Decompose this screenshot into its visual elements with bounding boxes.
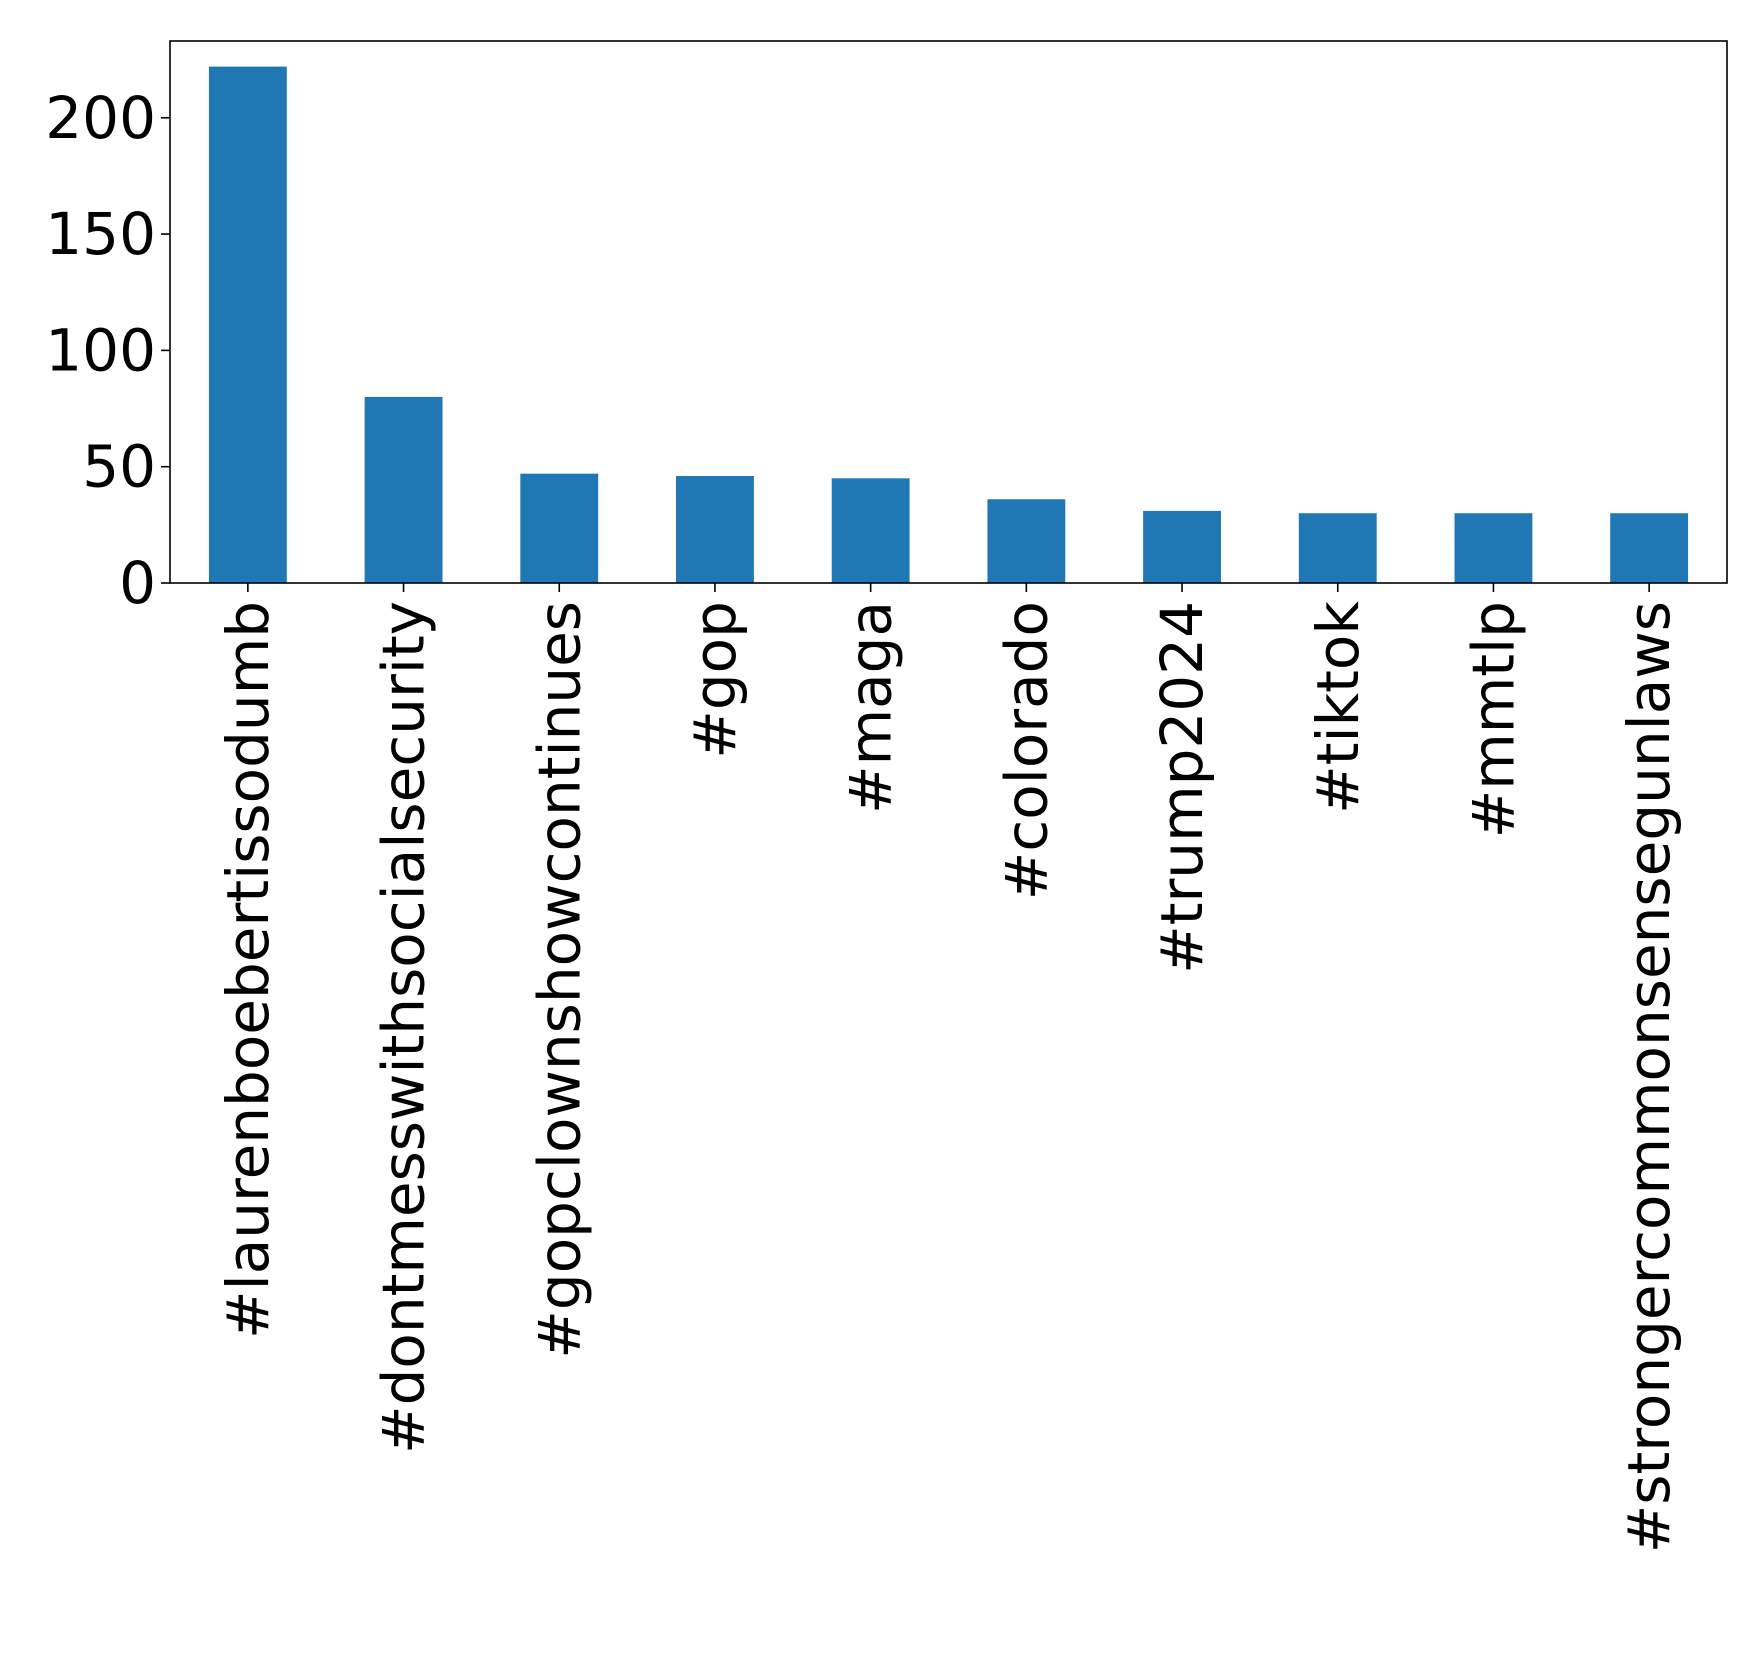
y-tick-label: 200: [45, 84, 156, 152]
bar-7: [1143, 510, 1221, 583]
x-axis: #laurenboebertissodumb #dontmesswithsocia…: [214, 583, 1683, 1553]
y-axis: 0 50 100 150 200: [45, 84, 170, 617]
bar-3: [520, 473, 599, 583]
y-tick-label: 50: [82, 433, 156, 501]
x-tick-label: #gop: [681, 601, 749, 759]
x-tick-label: #tiktok: [1304, 601, 1372, 814]
x-tick-label: #dontmesswithsocialsecurity: [370, 601, 438, 1454]
bar-10: [1610, 513, 1689, 583]
x-tick-label: #maga: [837, 601, 905, 814]
bar-5: [831, 478, 910, 583]
y-tick-label: 100: [45, 316, 156, 384]
x-tick-label: #mmtlp: [1459, 601, 1527, 838]
x-tick-label: #trump2024: [1148, 601, 1216, 974]
bar-1: [208, 66, 287, 584]
plot-frame: [169, 40, 1728, 584]
x-tick-label: #strongercommonsensegunlaws: [1615, 601, 1683, 1553]
bars-group: [208, 66, 1689, 584]
y-tick-label: 150: [45, 200, 156, 268]
bar-2: [364, 396, 443, 583]
bar-6: [987, 499, 1066, 583]
y-tick-label: 0: [119, 549, 156, 617]
bar-8: [1298, 513, 1377, 583]
x-tick-label: #gopclownshowcontinues: [525, 601, 593, 1359]
x-tick-label: #laurenboebertissodumb: [214, 601, 282, 1339]
bar-9: [1454, 513, 1533, 583]
x-tick-label: #colorado: [992, 601, 1060, 900]
bar-4: [676, 476, 754, 583]
